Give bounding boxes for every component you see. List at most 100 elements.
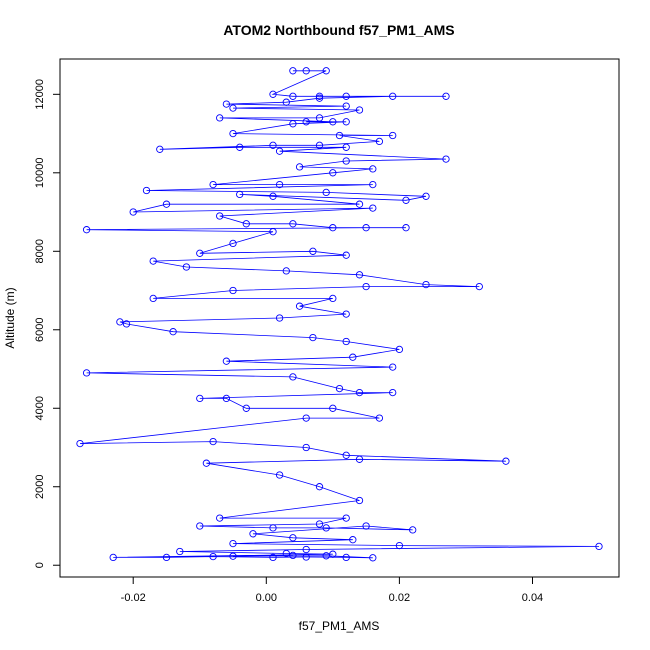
data-point: [422, 192, 430, 200]
data-point: [76, 439, 84, 448]
data-point: [216, 114, 224, 122]
data-point: [275, 314, 284, 322]
x-tick-label: -0.02: [121, 592, 146, 604]
data-point: [302, 545, 310, 554]
x-axis-label: f57_PM1_AMS: [299, 619, 380, 633]
data-point: [269, 141, 277, 149]
data-point: [302, 67, 310, 75]
data-point: [295, 302, 304, 310]
y-tick-label: 6000: [34, 318, 46, 342]
data-point: [409, 526, 417, 534]
data-point: [109, 553, 117, 562]
data-point: [196, 394, 204, 403]
data-point: [369, 204, 377, 212]
data-point: [475, 282, 483, 291]
data-point: [349, 353, 357, 361]
data-point: [342, 102, 350, 110]
data-point: [269, 553, 277, 562]
data-point: [269, 524, 277, 532]
data-point: [295, 163, 304, 171]
data-point: [202, 459, 211, 467]
data-point: [369, 165, 377, 173]
data-point: [116, 318, 124, 326]
data-point: [362, 522, 370, 530]
data-point: [322, 188, 330, 197]
data-point: [315, 92, 324, 100]
data-point: [389, 363, 397, 371]
x-tick-label: 0.00: [256, 592, 277, 604]
y-tick-label: 8000: [34, 239, 46, 263]
data-point: [349, 536, 357, 544]
data-point: [289, 534, 297, 542]
data-point: [289, 551, 297, 560]
data-point: [342, 310, 350, 318]
data-point: [162, 553, 171, 562]
data-point: [375, 137, 384, 146]
data-point: [369, 180, 377, 189]
data-point: [162, 200, 171, 208]
data-point: [142, 186, 151, 195]
data-point: [329, 224, 337, 232]
data-point: [342, 157, 350, 165]
series-layer: [76, 67, 603, 562]
data-point: [269, 192, 277, 200]
y-tick-label: 2000: [34, 475, 46, 499]
data-point: [216, 212, 224, 220]
data-point: [302, 553, 310, 561]
data-point: [329, 294, 337, 303]
data-point: [122, 320, 131, 328]
data-point: [229, 286, 237, 295]
y-tick-label: 0: [34, 562, 46, 568]
data-point: [129, 208, 137, 216]
data-point: [342, 514, 350, 522]
data-point: [329, 404, 337, 412]
data-point: [209, 437, 217, 446]
data-point: [309, 247, 317, 255]
data-point: [355, 496, 364, 505]
data-point: [249, 530, 257, 538]
data-point: [322, 552, 330, 560]
data-point: [422, 280, 430, 289]
data-point: [315, 483, 324, 491]
data-point: [229, 552, 237, 560]
data-point: [355, 106, 364, 114]
data-point: [289, 220, 297, 228]
data-point: [236, 143, 244, 151]
data-point: [222, 394, 231, 403]
data-point: [209, 552, 217, 561]
data-point: [315, 141, 324, 149]
data-point: [282, 549, 290, 558]
data-point: [289, 67, 297, 75]
data-point: [322, 524, 330, 532]
data-point: [229, 539, 237, 548]
data-point: [216, 514, 224, 522]
data-point: [229, 104, 237, 112]
data-point: [169, 328, 177, 336]
data-point: [149, 294, 157, 303]
data-point: [289, 120, 297, 128]
data-point: [315, 94, 324, 102]
data-point: [269, 90, 277, 98]
data-point: [302, 414, 310, 422]
data-point: [209, 180, 217, 189]
data-point: [389, 92, 397, 100]
data-point: [342, 118, 350, 126]
data-point: [275, 180, 284, 189]
data-point: [389, 131, 397, 140]
data-point: [322, 67, 330, 75]
data-point: [335, 384, 344, 393]
x-tick-label: 0.04: [522, 592, 543, 604]
data-point: [389, 388, 397, 397]
data-point: [302, 118, 310, 126]
data-point: [275, 147, 284, 155]
x-axis: -0.02 0.00 0.02 0.04: [121, 577, 543, 604]
data-point: [342, 337, 350, 346]
data-point: [329, 550, 337, 558]
data-point: [342, 451, 350, 459]
data-point: [275, 471, 284, 479]
data-point: [229, 239, 237, 248]
data-point: [362, 282, 370, 291]
data-point: [342, 251, 350, 259]
data-point: [342, 92, 350, 100]
